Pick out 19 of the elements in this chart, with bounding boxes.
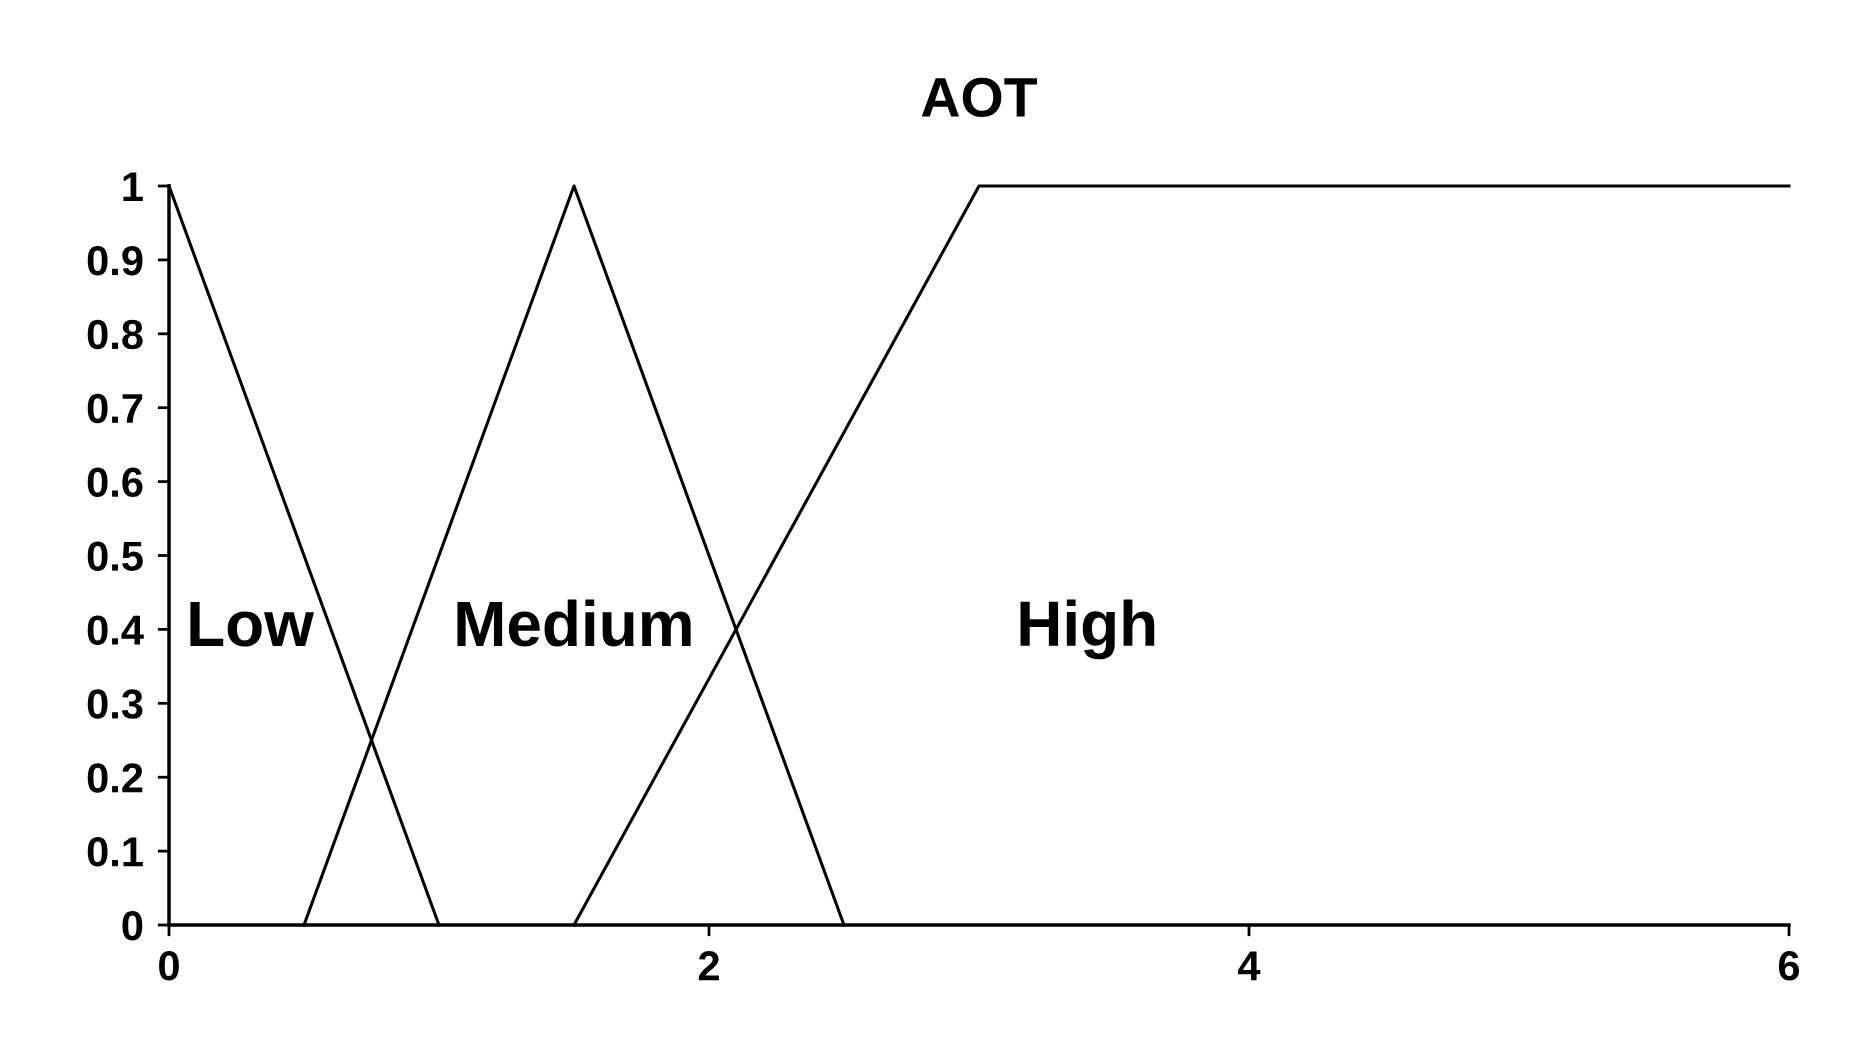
y-tick-label: 0.5: [87, 541, 143, 572]
annotation: Low: [190, 601, 315, 647]
y-tick-label: 0: [122, 911, 143, 941]
y-tick-label: 0.1: [87, 837, 143, 867]
y-tick-label: 0.9: [87, 245, 143, 276]
y-tick-label: 0.8: [87, 319, 143, 350]
y-tick-label: 0.6: [87, 467, 143, 498]
y-tick-label: 0.4: [87, 615, 144, 645]
chart-title: AOT: [921, 77, 1038, 118]
x-tick-label: 0: [159, 951, 179, 981]
y-tick-label: 0.3: [87, 689, 143, 719]
x-tick-label: 4: [1238, 951, 1261, 981]
y-tick-label: 1: [123, 172, 143, 202]
y-tick-label: 0.7: [87, 393, 143, 424]
x-tick-label: 2: [698, 951, 719, 981]
annotation: Medium: [457, 599, 691, 647]
x-tick-label: 6: [1778, 951, 1800, 981]
y-tick-label: 0.2: [87, 763, 143, 793]
annotation: High: [1020, 599, 1155, 660]
